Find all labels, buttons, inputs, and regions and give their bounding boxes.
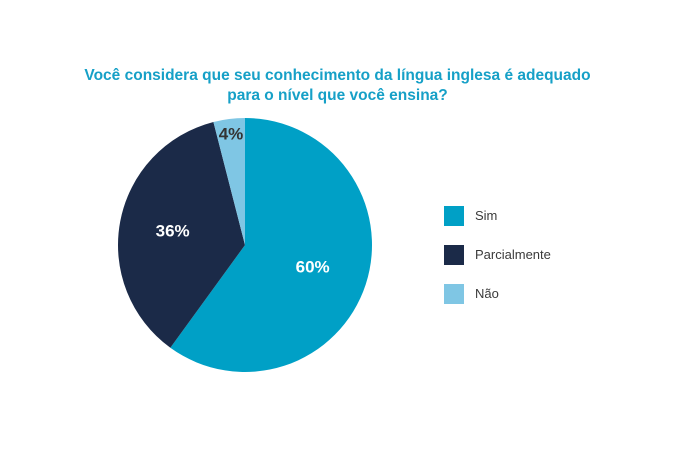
chart-title-line-1: Você considera que seu conhecimento da l… — [84, 67, 591, 84]
pie-slice-parcialmente — [118, 121, 245, 348]
data-label-nao: 4% — [219, 125, 244, 144]
legend-item-nao: Não — [444, 274, 551, 313]
legend-item-sim: Sim — [444, 196, 551, 235]
data-label-sim: 60% — [296, 257, 330, 276]
pie-slice-sim — [170, 118, 373, 373]
legend-swatch-sim — [444, 205, 464, 226]
legend-swatch-nao — [444, 283, 464, 304]
legend-swatch-parcialmente — [444, 244, 464, 265]
chart-title: Você considera que seu conhecimento da l… — [0, 66, 675, 106]
pie-slice-nao — [213, 118, 245, 245]
legend-label-nao: Não — [475, 286, 499, 301]
chart-legend: Sim Parcialmente Não — [444, 196, 551, 313]
legend-item-parcialmente: Parcialmente — [444, 235, 551, 274]
legend-label-sim: Sim — [475, 208, 498, 223]
legend-label-parcialmente: Parcialmente — [475, 247, 551, 262]
chart-title-line-2: para o nível que você ensina? — [227, 87, 448, 104]
data-label-parcialmente: 36% — [156, 222, 190, 241]
